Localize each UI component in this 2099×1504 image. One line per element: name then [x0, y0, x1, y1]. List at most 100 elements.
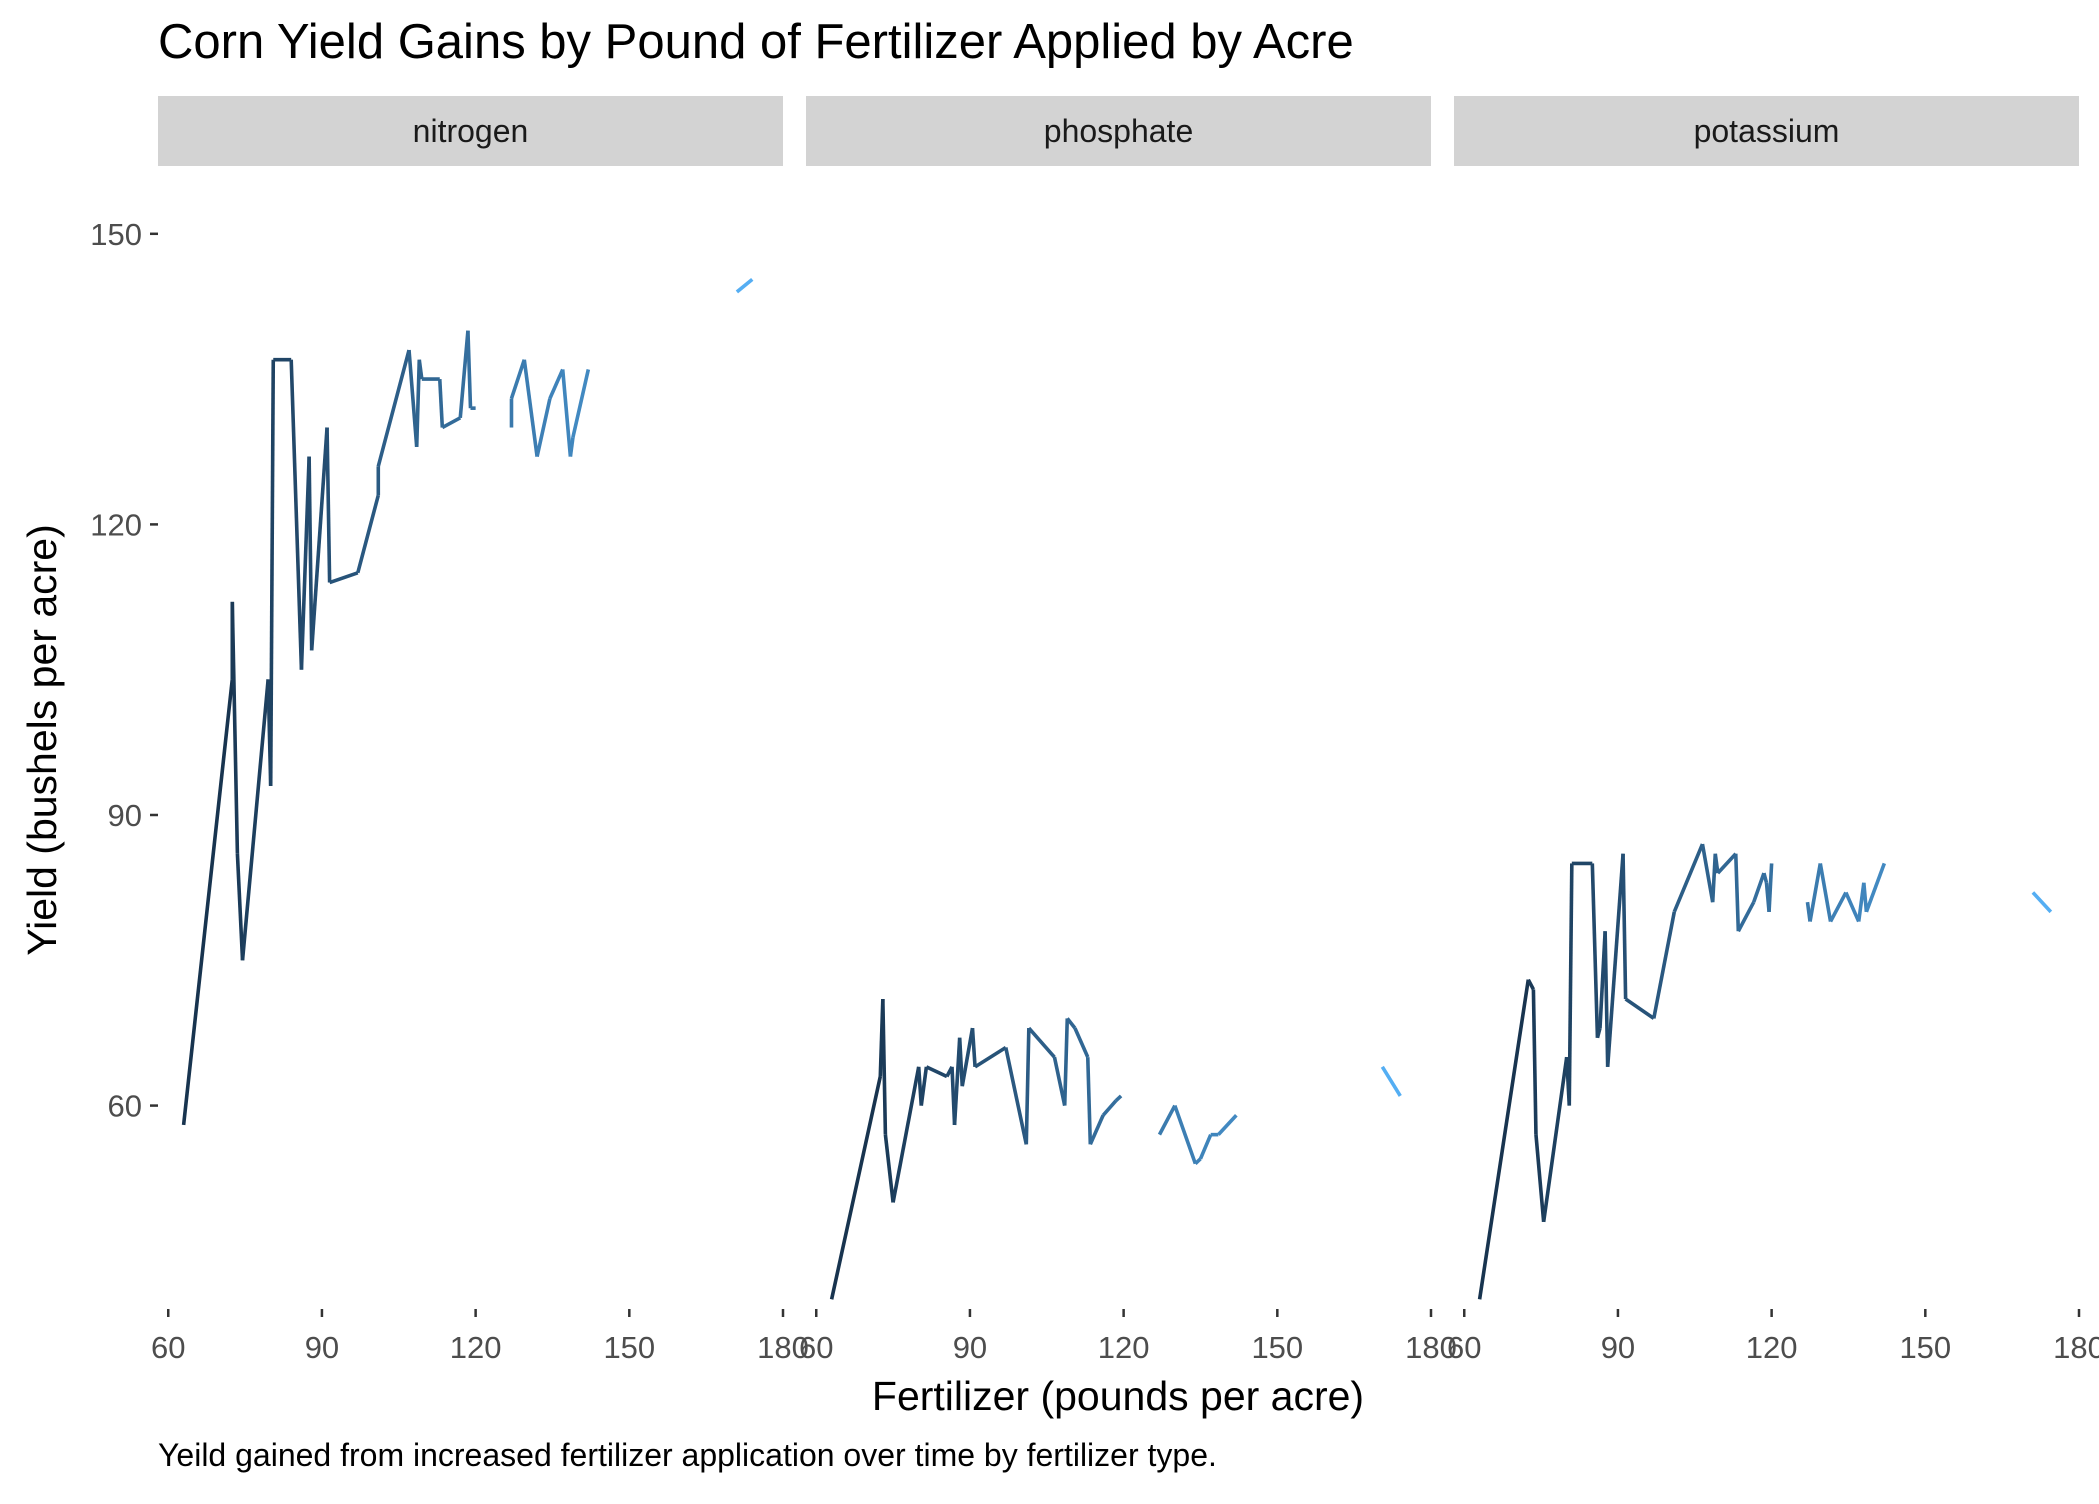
line-segment-phosphate-1-0	[1157, 1104, 1177, 1136]
line-segment-potassium-0-16	[1672, 843, 1705, 913]
x-tick-label-phosphate-60: 60	[799, 1330, 833, 1365]
line-segment-nitrogen-0-10	[307, 456, 314, 651]
line-segment-phosphate-0-19	[1062, 1018, 1070, 1106]
panel-potassium: potassium 60 90 120 150 180	[1447, 96, 2099, 1365]
line-segment-nitrogen-0-18	[414, 359, 422, 447]
line-segment-nitrogen-0-11	[309, 427, 329, 651]
line-segment-phosphate-0-21	[1073, 1027, 1090, 1058]
facet-strip-potassium	[1454, 96, 2079, 166]
series-line-phosphate-1	[1157, 1104, 1238, 1166]
line-segment-potassium-0-4	[1541, 1056, 1569, 1223]
line-segment-nitrogen-2-0	[735, 277, 754, 294]
line-segment-potassium-1-6	[1862, 882, 1869, 913]
line-segment-phosphate-0-16	[1024, 1028, 1031, 1145]
line-segment-potassium-0-3	[1534, 1134, 1546, 1222]
line-segment-potassium-0-15	[1652, 911, 1677, 1019]
facet-strip-phosphate	[806, 96, 1431, 166]
line-segment-potassium-0-21	[1733, 853, 1741, 932]
line-segment-phosphate-0-11	[957, 1037, 965, 1087]
line-segment-phosphate-0-6	[919, 1066, 929, 1106]
line-segment-phosphate-0-7	[925, 1065, 948, 1079]
line-segment-nitrogen-0-0	[181, 679, 235, 1126]
line-segment-nitrogen-0-2	[230, 601, 240, 854]
line-segment-potassium-0-24	[1762, 872, 1769, 884]
line-segment-nitrogen-0-19	[417, 359, 424, 380]
line-segment-nitrogen-0-14	[356, 494, 381, 574]
chart-caption: Yeild gained from increased fertilizer a…	[158, 1437, 1217, 1473]
series-line-potassium-0	[1477, 843, 1774, 1300]
line-segment-potassium-0-20	[1716, 852, 1738, 875]
x-tick-label-nitrogen-60: 60	[151, 1330, 185, 1365]
line-segment-nitrogen-0-22	[441, 416, 462, 430]
line-segment-potassium-1-4	[1844, 891, 1861, 923]
series-line-nitrogen-2	[735, 277, 754, 294]
x-tick-label-potassium-180: 180	[2053, 1330, 2099, 1365]
line-segment-nitrogen-0-24	[466, 330, 473, 409]
line-segment-potassium-0-19	[1713, 853, 1720, 874]
line-segment-phosphate-0-14	[974, 1045, 1007, 1069]
line-segment-potassium-0-0	[1477, 979, 1531, 1300]
line-segment-potassium-1-2	[1818, 863, 1833, 922]
x-tick-label-potassium-150: 150	[1899, 1330, 1951, 1365]
line-segment-phosphate-1-5	[1217, 1114, 1238, 1136]
line-segment-phosphate-1-1	[1173, 1104, 1198, 1165]
panels-layer: nitrogen 60 90 120 150 180 phosphate 60 90 120 150…	[151, 96, 2099, 1365]
series-line-potassium-2	[2031, 891, 2053, 914]
line-segment-phosphate-0-15	[1004, 1047, 1029, 1145]
panel-nitrogen: nitrogen 60 90 120 150 180	[151, 96, 809, 1365]
y-axis: 60 90 120 150	[90, 217, 158, 1124]
x-tick-label-phosphate-120: 120	[1098, 1330, 1150, 1365]
y-tick-label-150: 150	[90, 217, 142, 252]
x-tick-label-potassium-120: 120	[1746, 1330, 1798, 1365]
x-tick-label-nitrogen-150: 150	[603, 1330, 655, 1365]
line-segment-nitrogen-0-12	[325, 427, 332, 583]
line-segment-phosphate-0-25	[1114, 1094, 1123, 1103]
x-tick-label-nitrogen-180: 180	[757, 1330, 809, 1365]
line-segment-potassium-0-8	[1590, 863, 1600, 1038]
line-segment-phosphate-0-22	[1085, 1057, 1093, 1145]
line-segment-phosphate-0-20	[1065, 1017, 1077, 1030]
series-line-nitrogen-1	[509, 359, 591, 457]
line-segment-potassium-0-12	[1605, 853, 1625, 1067]
line-segment-potassium-0-14	[1624, 997, 1655, 1020]
line-segment-phosphate-0-24	[1101, 1099, 1118, 1117]
line-segment-phosphate-0-17	[1027, 1026, 1056, 1059]
line-segment-nitrogen-0-6	[268, 359, 276, 786]
line-segment-phosphate-0-12	[960, 1027, 975, 1087]
line-segment-potassium-0-9	[1595, 1027, 1602, 1039]
line-segment-potassium-0-1	[1526, 978, 1535, 991]
x-tick-label-phosphate-150: 150	[1251, 1330, 1303, 1365]
y-tick-label-120: 120	[90, 507, 142, 542]
line-segment-nitrogen-1-4	[548, 368, 565, 400]
facet-strip-label-phosphate: phosphate	[1044, 113, 1193, 149]
line-segment-nitrogen-0-8	[289, 359, 304, 670]
chart-title: Corn Yield Gains by Pound of Fertilizer …	[158, 15, 1354, 69]
line-segment-phosphate-0-13	[970, 1027, 977, 1067]
line-segment-phosphate-0-18	[1052, 1056, 1067, 1106]
line-segment-potassium-0-11	[1603, 931, 1610, 1067]
line-segment-potassium-0-13	[1621, 853, 1628, 1000]
y-tick-label-60: 60	[108, 1089, 142, 1124]
line-segment-potassium-1-1	[1808, 863, 1823, 922]
line-segment-potassium-0-6	[1567, 863, 1574, 1106]
series-line-phosphate-2	[1380, 1065, 1402, 1097]
line-segment-potassium-0-23	[1751, 872, 1766, 903]
x-tick-label-potassium-90: 90	[1601, 1330, 1635, 1365]
line-segment-phosphate-0-0	[829, 1076, 883, 1300]
line-segment-potassium-0-22	[1736, 901, 1756, 933]
x-tick-label-nitrogen-90: 90	[305, 1330, 339, 1365]
line-segment-potassium-0-17	[1700, 843, 1715, 903]
line-segment-nitrogen-1-5	[560, 369, 573, 457]
y-tick-label-90: 90	[108, 798, 142, 833]
line-segment-potassium-1-7	[1864, 862, 1887, 913]
series-line-nitrogen-0	[181, 330, 476, 1126]
line-segment-phosphate-0-4	[891, 1066, 921, 1203]
line-segment-potassium-1-3	[1828, 891, 1848, 923]
facet-strip-label-nitrogen: nitrogen	[413, 113, 529, 149]
line-segment-nitrogen-0-13	[329, 571, 359, 585]
x-tick-label-potassium-60: 60	[1447, 1330, 1481, 1365]
y-axis-label: Yield (bushels per acre)	[19, 524, 65, 955]
